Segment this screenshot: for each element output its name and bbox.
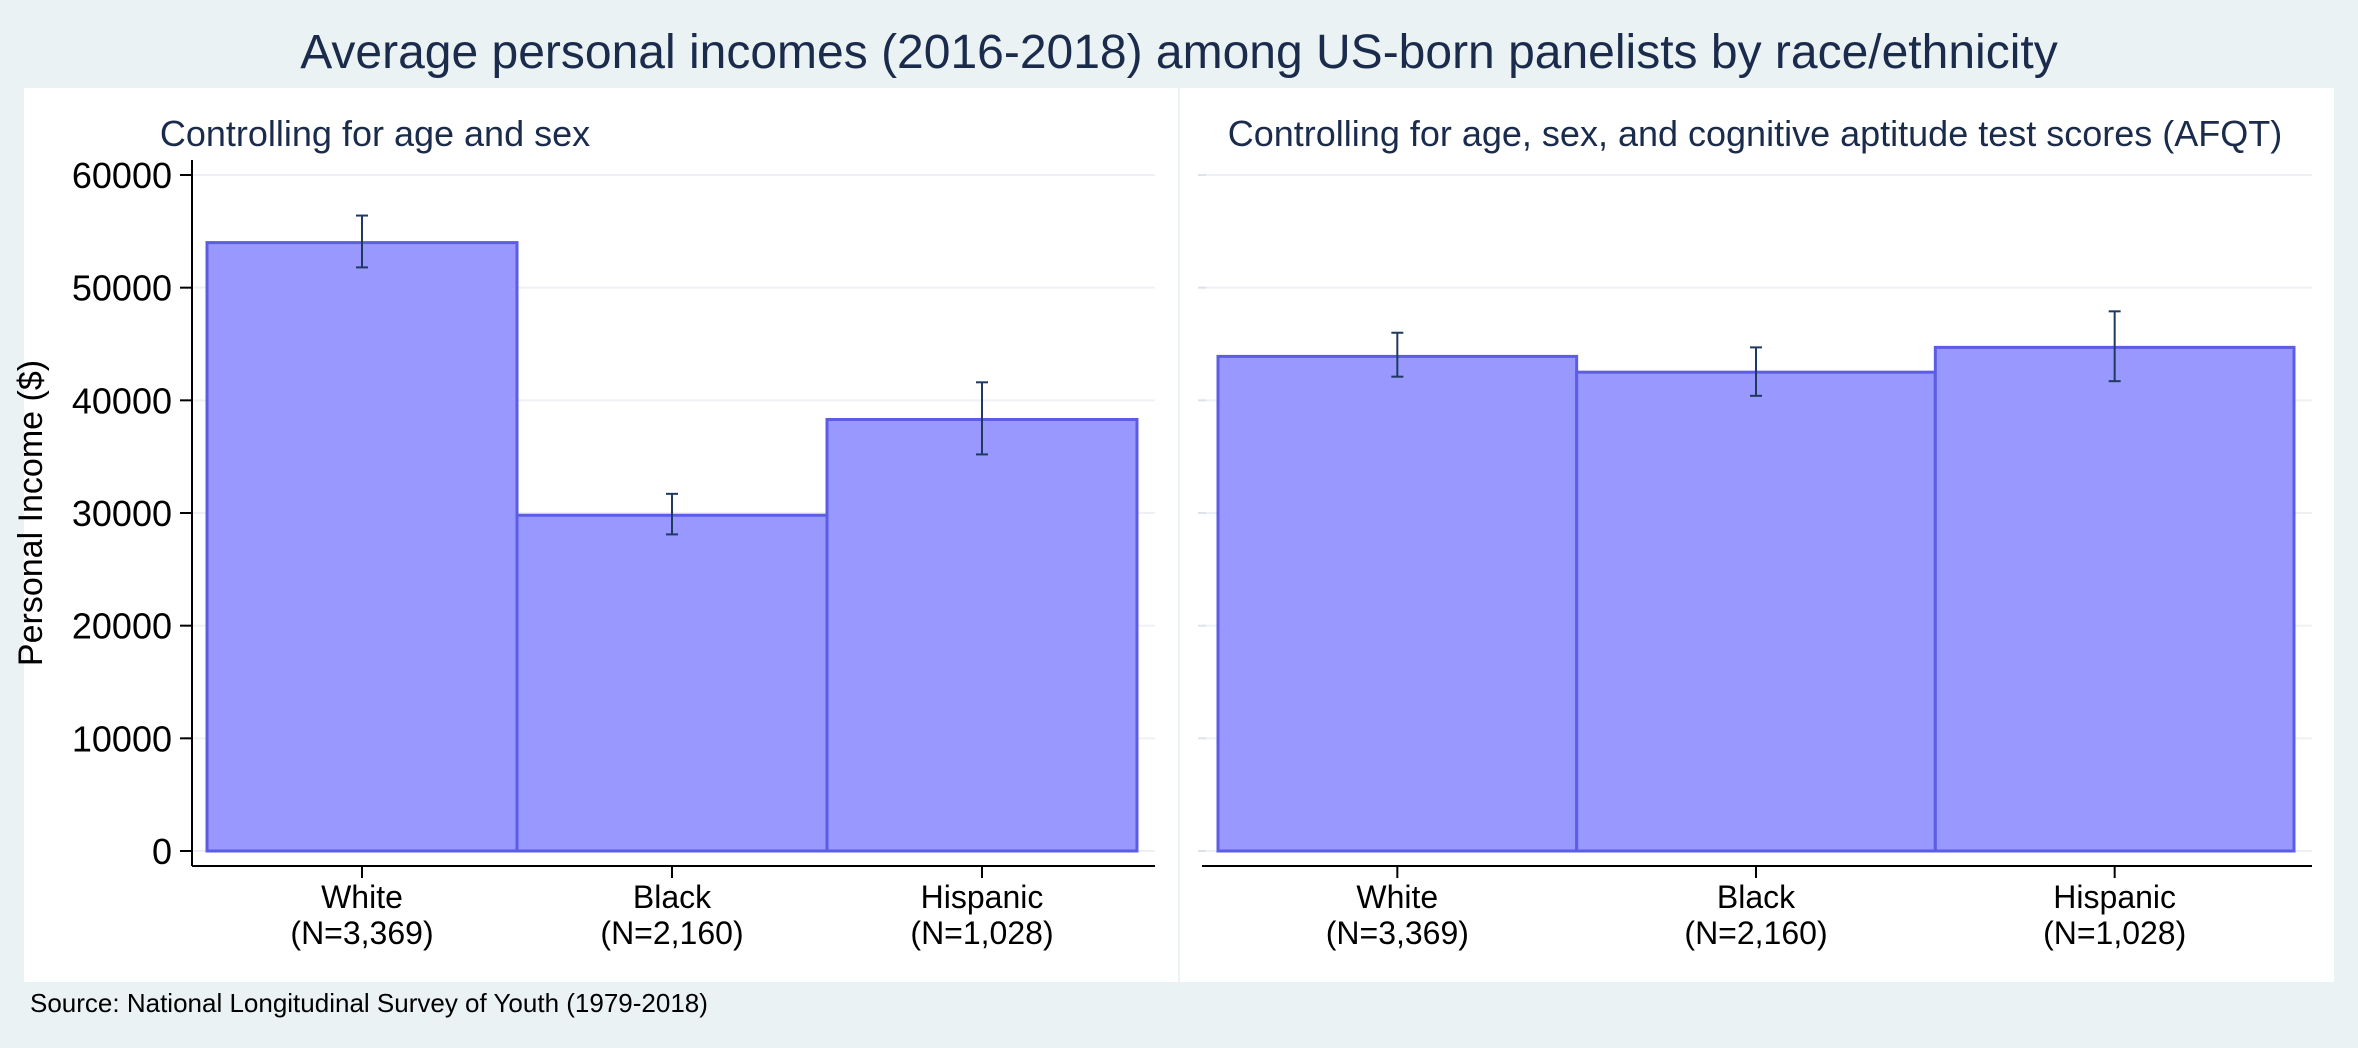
- x-tick-sample-size: (N=3,369): [1326, 915, 1469, 951]
- figure-title: Average personal incomes (2016-2018) amo…: [300, 26, 2057, 79]
- x-tick-sample-size: (N=2,160): [1684, 915, 1827, 951]
- x-tick-sample-size: (N=2,160): [600, 915, 743, 951]
- x-tick-label: Black: [1717, 879, 1796, 915]
- y-tick-label: 20000: [72, 606, 172, 647]
- x-tick-label: Hispanic: [2053, 879, 2176, 915]
- panel-right-title: Controlling for age, sex, and cognitive …: [1228, 113, 2283, 154]
- bar-hispanic: [1933, 345, 2296, 853]
- bar-hispanic: [825, 417, 1139, 853]
- bar-black: [515, 513, 829, 853]
- x-tick-sample-size: (N=1,028): [910, 915, 1053, 951]
- source-note: Source: National Longitudinal Survey of …: [30, 988, 708, 1018]
- y-tick-label: 50000: [72, 268, 172, 309]
- panel-right-plot: White(N=3,369) Black(N=2,160) Hispanic(N=1…: [1198, 174, 2312, 951]
- x-tick-label: Black: [633, 879, 712, 915]
- x-tick-label: White: [321, 879, 403, 915]
- x-tick-sample-size: (N=1,028): [2043, 915, 2186, 951]
- y-axis-label: Personal Income ($): [12, 360, 50, 666]
- bar-white: [1216, 354, 1579, 853]
- panel-left-plot: 0 10000 20000 30000 40000 50000 60000 White(N=3…: [72, 155, 1155, 951]
- y-tick-label: 0: [152, 831, 172, 872]
- x-tick-label: White: [1356, 879, 1438, 915]
- y-tick-label: 10000: [72, 718, 172, 759]
- x-tick-label: Hispanic: [921, 879, 1044, 915]
- y-tick-label: 60000: [72, 155, 172, 196]
- panel-left-title: Controlling for age and sex: [160, 113, 590, 154]
- y-tick-label: 40000: [72, 380, 172, 421]
- y-tick-label: 30000: [72, 493, 172, 534]
- bar-black: [1575, 370, 1937, 853]
- bar-white: [205, 241, 519, 853]
- x-tick-sample-size: (N=3,369): [290, 915, 433, 951]
